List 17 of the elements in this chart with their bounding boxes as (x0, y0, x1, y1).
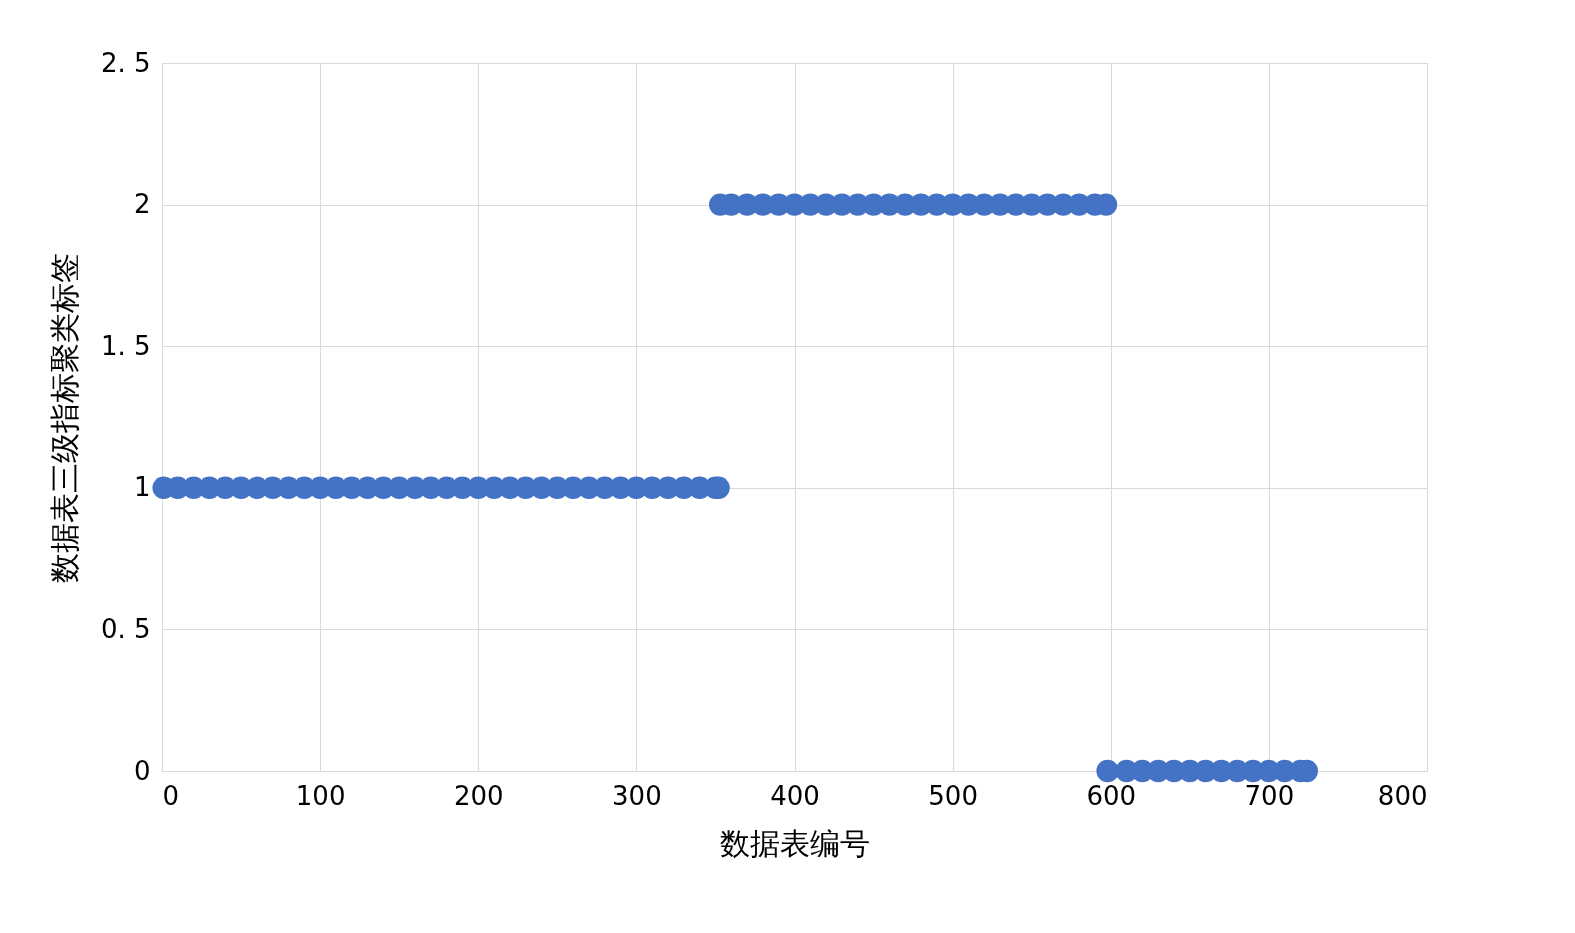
x-tick-label: 300 (612, 780, 662, 811)
y-tick-label: 1. 5 (100, 330, 151, 361)
y-axis-title: 数据表三级指标聚类标签 (46, 252, 82, 583)
y-tick-label: 0. 5 (100, 613, 151, 644)
x-tick-label: 400 (770, 780, 820, 811)
x-tick-label: 0 (162, 780, 180, 811)
x-tick-label: 500 (928, 780, 978, 811)
y-tick-label: 1 (133, 472, 151, 503)
x-tick-label: 800 (1377, 780, 1428, 811)
x-tick-label: 600 (1086, 780, 1137, 811)
y-tick-label: 2. 5 (100, 47, 151, 78)
x-tick-label: 100 (295, 780, 346, 811)
y-tick-label: 0 (133, 755, 151, 786)
x-tick-label: 200 (453, 780, 504, 811)
x-tick-label: 700 (1244, 780, 1295, 811)
y-tick-label: 2 (133, 189, 151, 220)
x-axis-title: 数据表编号 (720, 825, 870, 861)
